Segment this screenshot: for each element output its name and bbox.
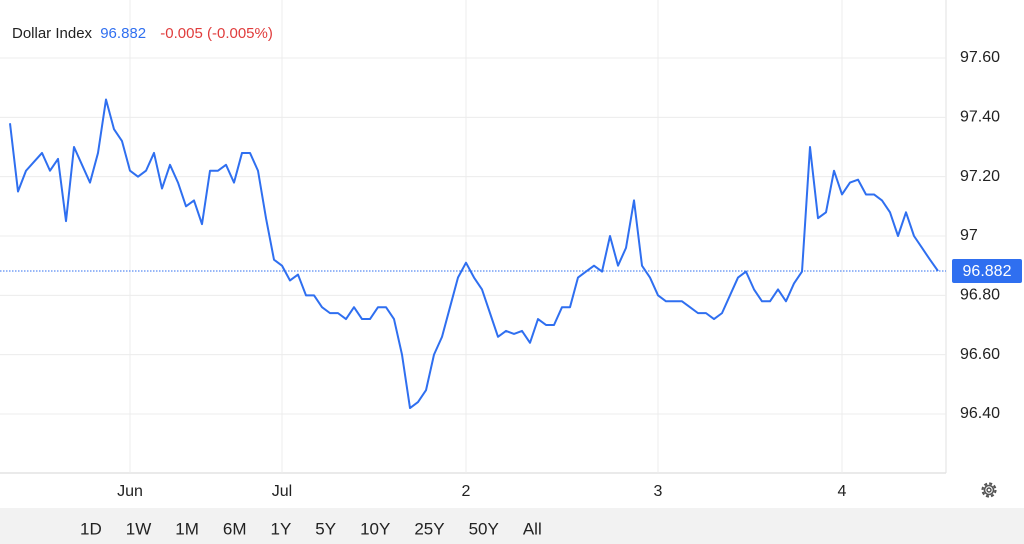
- range-button[interactable]: 1M: [175, 519, 199, 538]
- last-value-label: 96.882: [963, 263, 1012, 280]
- range-button[interactable]: 1W: [126, 519, 152, 538]
- x-tick-label: Jul: [272, 483, 292, 500]
- y-tick-label: 97.20: [960, 168, 1000, 185]
- instrument-name: Dollar Index: [12, 25, 93, 42]
- range-button[interactable]: 10Y: [360, 519, 390, 538]
- x-tick-label: 2: [462, 483, 471, 500]
- range-button[interactable]: 25Y: [414, 519, 444, 538]
- range-button[interactable]: 5Y: [315, 519, 336, 538]
- header: Dollar Index 96.882 -0.005 (-0.005%): [12, 25, 273, 42]
- range-bar: [0, 508, 1024, 544]
- range-button[interactable]: 1Y: [270, 519, 291, 538]
- last-price: 96.882: [100, 25, 146, 42]
- y-tick-label: 97.40: [960, 109, 1000, 126]
- x-tick-label: 3: [654, 483, 663, 500]
- last-value-badge: [952, 259, 1022, 284]
- x-tick-label: 4: [838, 483, 847, 500]
- price-change: -0.005 (-0.005%): [160, 25, 273, 42]
- range-button[interactable]: 50Y: [469, 519, 499, 538]
- y-tick-label: 96.80: [960, 287, 1000, 304]
- price-line: [9, 98, 939, 410]
- range-button[interactable]: All: [523, 519, 542, 538]
- range-button[interactable]: 6M: [223, 519, 247, 538]
- y-tick-label: 97: [960, 227, 978, 244]
- y-tick-label: 96.40: [960, 405, 1000, 422]
- settings-icon[interactable]: [981, 482, 997, 498]
- y-tick-label: 96.60: [960, 346, 1000, 363]
- range-button[interactable]: 1D: [80, 519, 102, 538]
- x-tick-label: Jun: [117, 483, 143, 500]
- y-tick-label: 97.60: [960, 49, 1000, 66]
